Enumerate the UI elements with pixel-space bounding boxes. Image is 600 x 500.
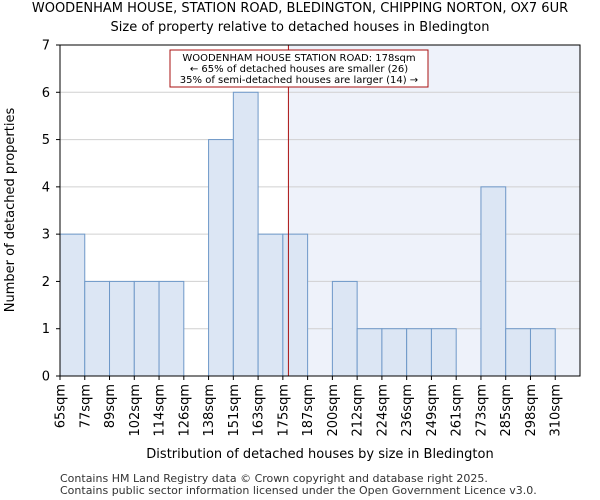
- x-tick-label-249sqm: 249sqm: [425, 384, 440, 437]
- annotation-line-3: 35% of semi-detached houses are larger (…: [180, 75, 418, 86]
- y-tick-label-5: 5: [42, 133, 50, 148]
- bar-236sqm: [406, 328, 432, 377]
- x-tick-label-114sqm: 114sqm: [153, 384, 168, 437]
- x-tick-label-163sqm: 163sqm: [252, 384, 267, 437]
- x-tick-label-102sqm: 102sqm: [128, 384, 143, 437]
- annotation-border: [169, 49, 429, 88]
- x-tick-label-126sqm: 126sqm: [177, 384, 192, 437]
- bar-114sqm: [158, 280, 185, 377]
- x-tick-label-310sqm: 310sqm: [549, 384, 564, 437]
- x-tick-label-212sqm: 212sqm: [351, 384, 366, 437]
- x-tick-label-236sqm: 236sqm: [400, 384, 415, 437]
- x-tick-label-285sqm: 285sqm: [499, 384, 514, 437]
- bar-175sqm: [282, 233, 309, 377]
- bar-151sqm: [232, 91, 259, 377]
- bar-65sqm: [59, 233, 86, 377]
- x-tick-label-151sqm: 151sqm: [227, 384, 242, 437]
- x-tick-label-175sqm: 175sqm: [276, 384, 291, 437]
- x-tick-label-138sqm: 138sqm: [202, 384, 217, 437]
- x-tick-label-273sqm: 273sqm: [474, 384, 489, 437]
- x-axis-ticks: 65sqm 77sqm 89sqm 102sqm 114sqm 126sqm 138sqm 1…: [54, 376, 564, 437]
- y-tick-label-1: 1: [42, 322, 50, 337]
- bar-200sqm: [331, 280, 358, 377]
- y-tick-label-0: 0: [42, 370, 50, 385]
- bar-212sqm: [356, 328, 383, 377]
- plot-frame: [59, 44, 581, 377]
- y-tick-label-7: 7: [42, 39, 50, 54]
- bar-102sqm: [133, 280, 160, 377]
- y-tick-label-6: 6: [42, 86, 50, 101]
- bar-138sqm: [208, 139, 234, 377]
- x-tick-label-298sqm: 298sqm: [524, 384, 539, 437]
- bar-273sqm: [480, 186, 507, 377]
- x-tick-label-89sqm: 89sqm: [103, 384, 118, 428]
- y-tick-label-2: 2: [42, 275, 50, 290]
- x-tick-label-261sqm: 261sqm: [450, 384, 465, 437]
- y-axis-ticks: 0 1 2 3 4 5 6 7: [42, 39, 60, 385]
- bar-285sqm: [505, 328, 531, 377]
- annotation-line-2: ← 65% of detached houses are smaller (26…: [190, 64, 408, 75]
- x-axis-label: Distribution of detached houses by size …: [146, 447, 493, 462]
- annotation-line-1: WOODENHAM HOUSE STATION ROAD: 178sqm: [182, 53, 415, 64]
- x-tick-label-77sqm: 77sqm: [78, 384, 93, 428]
- y-tick-label-4: 4: [42, 180, 50, 195]
- chart-subtitle: Size of property relative to detached ho…: [111, 20, 490, 35]
- footer-line-2: Contains public sector information licen…: [60, 484, 537, 497]
- bar-224sqm: [381, 328, 408, 377]
- bar-249sqm: [430, 328, 457, 377]
- bar-77sqm: [84, 280, 111, 377]
- bar-89sqm: [109, 280, 135, 377]
- x-tick-label-200sqm: 200sqm: [326, 384, 341, 437]
- y-axis-label: Number of detached properties: [3, 108, 18, 313]
- x-tick-label-65sqm: 65sqm: [54, 384, 69, 428]
- y-tick-label-3: 3: [42, 228, 50, 243]
- annotation-box: WOODENHAM HOUSE STATION ROAD: 178sqm ← 6…: [169, 49, 429, 88]
- x-tick-label-187sqm: 187sqm: [301, 384, 316, 437]
- bars: [59, 91, 556, 377]
- chart-title: WOODENHAM HOUSE, STATION ROAD, BLEDINGTO…: [32, 1, 568, 16]
- bar-298sqm: [529, 328, 556, 377]
- x-tick-label-224sqm: 224sqm: [375, 384, 390, 437]
- footer-line-1: Contains HM Land Registry data © Crown c…: [60, 472, 488, 485]
- bar-163sqm: [257, 233, 284, 377]
